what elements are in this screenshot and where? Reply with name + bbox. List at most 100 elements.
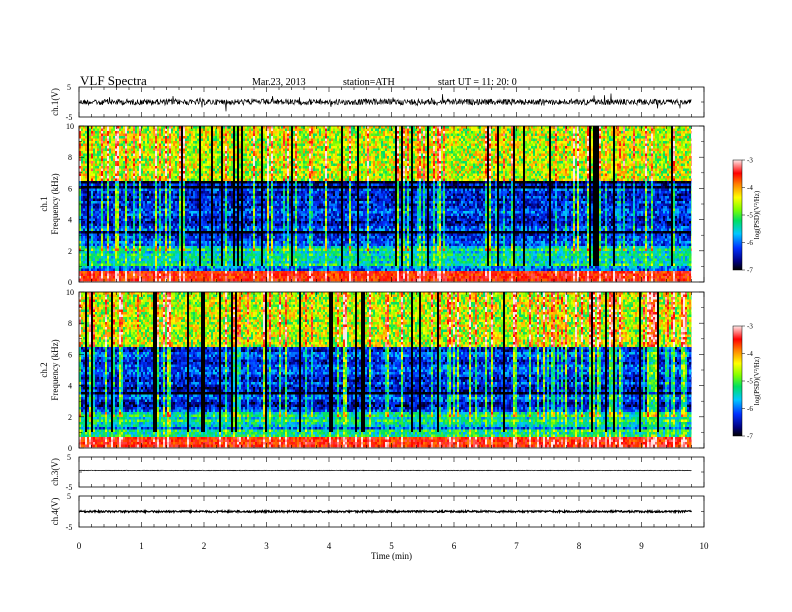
spectrogram-cell <box>169 146 171 149</box>
spectrogram-cell <box>157 144 159 147</box>
spectrogram-cell <box>195 141 197 144</box>
spectrogram-cell <box>195 174 197 177</box>
spectrogram-cell <box>209 229 211 232</box>
spectrogram-cell <box>111 221 113 224</box>
spectrogram-cell <box>171 231 173 234</box>
spectrogram-cell <box>111 126 113 129</box>
spectrogram-cell <box>151 179 153 182</box>
spectrogram-cell <box>95 239 97 242</box>
spectrogram-cell <box>173 251 175 254</box>
spectrogram-cell <box>163 246 165 249</box>
spectrogram-cell <box>167 236 169 239</box>
spectrogram-cell <box>219 141 221 144</box>
spectrogram-cell <box>225 211 227 214</box>
spectrogram-cell <box>135 266 137 269</box>
spectrogram-cell <box>175 229 177 232</box>
spectrogram-cell <box>181 164 183 167</box>
spectrogram-cell <box>117 191 119 194</box>
spectrogram-cell <box>191 171 193 174</box>
spectrogram-cell <box>231 149 233 152</box>
spectrogram-cell <box>81 134 83 137</box>
spectrogram-cell <box>113 129 115 132</box>
spectrogram-cell <box>185 134 187 137</box>
spectrogram-cell <box>97 266 99 269</box>
spectrogram-cell <box>83 251 85 254</box>
spectrogram-cell <box>177 234 179 237</box>
spectrogram-cell <box>153 159 155 162</box>
spectrogram-cell <box>221 246 223 249</box>
spectrogram-cell <box>209 254 211 257</box>
spectrogram-cell <box>181 261 183 264</box>
spectrogram-cell <box>123 266 125 269</box>
spectrogram-cell <box>215 149 217 152</box>
spectrogram-cell <box>211 169 213 172</box>
spectrogram-cell <box>161 246 163 249</box>
spectrogram-cell <box>193 134 195 137</box>
spectrogram-cell <box>221 129 223 132</box>
spectrogram-cell <box>123 181 125 184</box>
spectrogram-cell <box>141 166 143 169</box>
spectrogram-cell <box>135 186 137 189</box>
spectrogram-cell <box>107 206 109 209</box>
spectrogram-cell <box>151 234 153 237</box>
spectrogram-cell <box>209 154 211 157</box>
spectrogram-cell <box>149 216 151 219</box>
spectrogram-cell <box>149 244 151 247</box>
spectrogram-cell <box>153 169 155 172</box>
spectrogram-cell <box>141 274 143 277</box>
spectrogram-cell <box>193 259 195 262</box>
spectrogram-cell <box>205 266 207 269</box>
spectrogram-cell <box>103 139 105 142</box>
spectrogram-cell <box>199 266 201 269</box>
spectrogram-cell <box>109 154 111 157</box>
spectrogram-cell <box>199 209 201 212</box>
spectrogram-cell <box>181 151 183 154</box>
spectrogram-cell <box>149 266 151 269</box>
spectrogram-cell <box>185 209 187 212</box>
spectrogram-cell <box>191 209 193 212</box>
spectrogram-cell <box>137 161 139 164</box>
spectrogram-cell <box>155 141 157 144</box>
spectrogram-cell <box>93 129 95 132</box>
spectrogram-cell <box>121 261 123 264</box>
spectrogram-cell <box>169 126 171 129</box>
spectrogram-cell <box>87 179 89 182</box>
spectrogram-cell <box>103 199 105 202</box>
spectrogram-cell <box>219 139 221 142</box>
spectrogram-cell <box>153 176 155 179</box>
spectrogram-cell <box>91 254 93 257</box>
spectrogram-cell <box>175 156 177 159</box>
spectrogram-cell <box>171 251 173 254</box>
spectrogram-cell <box>183 129 185 132</box>
spectrogram-cell <box>221 134 223 137</box>
spectrogram-cell <box>211 171 213 174</box>
spectrogram-cell <box>135 204 137 207</box>
spectrogram-cell <box>225 264 227 267</box>
spectrogram-cell <box>117 179 119 182</box>
spectrogram-cell <box>215 134 217 137</box>
spectrogram-cell <box>159 139 161 142</box>
spectrogram-cell <box>225 226 227 229</box>
spectrogram-cell <box>123 194 125 197</box>
spectrogram-cell <box>175 164 177 167</box>
spectrogram-cell <box>173 274 175 277</box>
spectrogram-cell <box>145 279 147 282</box>
spectrogram-cell <box>189 249 191 252</box>
spectrogram-cell <box>135 221 137 224</box>
spectrogram-cell <box>235 139 237 142</box>
spectrogram-cell <box>221 279 223 282</box>
spectrogram-cell <box>89 204 91 207</box>
spectrogram-cell <box>123 224 125 227</box>
spectrogram-cell <box>123 134 125 137</box>
spectrogram-cell <box>187 159 189 162</box>
spectrogram-cell <box>127 189 129 192</box>
spectrogram-cell <box>189 199 191 202</box>
spectrogram-cell <box>197 204 199 207</box>
spectrogram-cell <box>107 214 109 217</box>
spectrogram-cell <box>181 226 183 229</box>
spectrogram-cell <box>131 239 133 242</box>
spectrogram-cell <box>129 181 131 184</box>
spectrogram-cell <box>93 229 95 232</box>
spectrogram-cell <box>181 246 183 249</box>
spectrogram-cell <box>125 271 127 274</box>
